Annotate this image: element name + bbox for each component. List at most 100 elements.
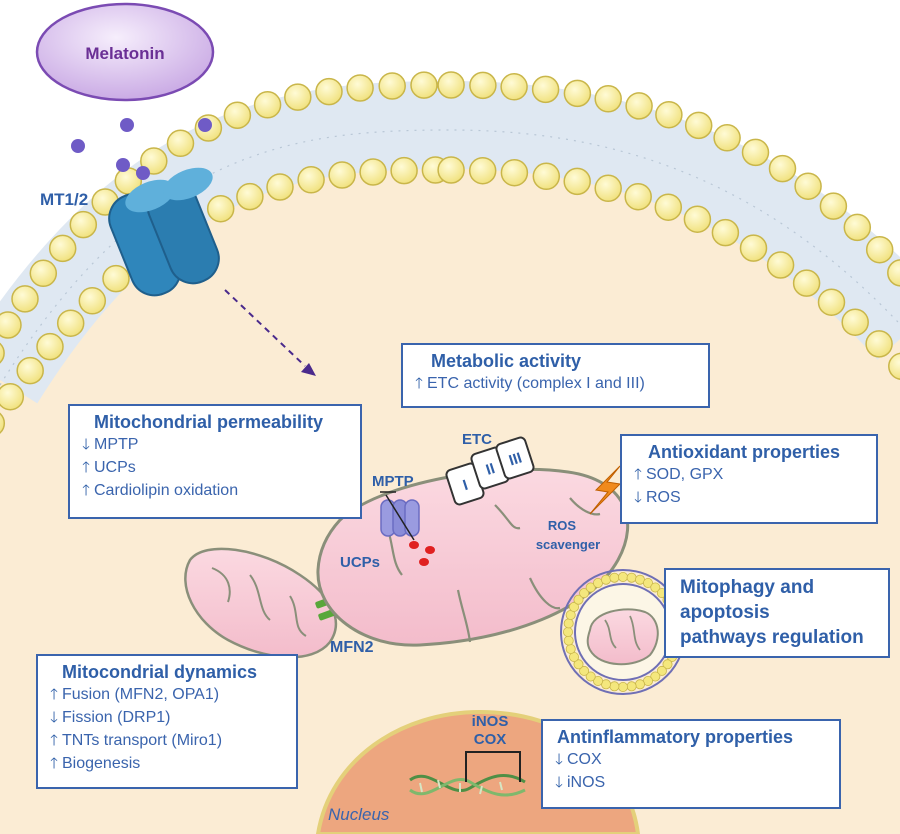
antioxidant-title: Antioxidant properties [648,442,841,462]
permeability-item-3: 🡑 Cardiolipin oxidation [80,479,350,502]
phospholipid-head [36,332,64,361]
phospholipid-head [16,356,44,385]
phospholipid-head [741,138,770,167]
cox-gene-label: COX [474,731,507,748]
permeability-item-2: 🡑 UCPs [80,456,350,479]
phospholipid-head [56,309,85,337]
down-arrow-icon: 🡓 [634,489,642,506]
vesicle-dot [569,602,580,613]
phospholipid-head [29,259,58,288]
phospholipid-head [865,330,893,358]
phospholipid-head [0,311,22,339]
metabolic-activity-title: Metabolic activity [431,351,582,371]
phospholipid-head [469,71,497,100]
melatonin-molecules [71,118,212,180]
vesicle-dot [573,594,584,605]
ros-scavenger-label-2: scavenger [536,537,600,552]
mfn2-label: MFN2 [330,639,374,656]
antioxidant-box: Antioxidant properties 🡑 SOD, GPX 🡓 ROS [620,434,878,524]
up-arrow-icon: 🡑 [82,459,90,476]
down-arrow-icon: 🡓 [82,436,90,453]
mitophagy-box: Mitophagy and apoptosis pathways regulat… [664,568,890,658]
phospholipid-head [624,182,652,211]
mptp-channel [380,491,420,541]
dynamics-item-1-text: Fusion (MFN2, OPA1) [62,686,220,703]
phospholipid-head [253,91,282,119]
gene-bracket [465,751,521,782]
metabolic-item-1: 🡑 ETC activity (complex I and III) [413,372,698,395]
phospholipid-head [378,72,406,100]
dynamics-item-4-text: Biogenesis [62,755,141,772]
phospholipid-head [739,234,768,262]
vesicle-dot [626,681,637,692]
phospholipid-head [328,161,356,189]
vesicle-dot [579,588,590,599]
vesicle-dot [563,618,574,629]
phospholipid-head [0,382,25,411]
phospholipid-head [684,111,713,140]
phospholipid-head [390,156,418,185]
phospholipid-head [11,285,39,313]
vesicle-dot [662,659,673,670]
mitophagy-title-line-2: apoptosis [680,602,770,623]
dynamics-title: Mitocondrial dynamics [62,662,258,682]
complex-3-label: III [507,449,524,469]
antiinflammatory-item-2: 🡓 iNOS [553,771,829,794]
up-arrow-icon: 🡑 [50,755,58,772]
phospholipid-head [563,167,591,196]
up-arrow-icon: 🡑 [82,482,90,499]
permeability-title: Mitochondrial permeability [94,412,324,432]
vesicle-dot [609,681,620,692]
mitophagy-title-line-1: Mitophagy and [680,577,815,598]
vesicle-dot [579,665,590,676]
vesicle-dot [626,572,637,583]
permeability-item-2-text: UCPs [94,459,136,476]
vesicle-dot [563,635,574,646]
phospholipid-head [563,79,592,108]
phospholipid-head [284,83,312,111]
phospholipid-head [711,218,740,247]
vesicle-dot [565,644,576,655]
down-arrow-icon: 🡓 [50,709,58,726]
phospholipid-head [78,287,107,315]
phospholipid-head [0,342,5,364]
phospholipid-head [346,74,374,102]
phospholipid-head [102,264,130,293]
phospholipid-head [468,156,497,185]
dynamics-item-1: 🡑 Fusion (MFN2, OPA1) [48,683,286,706]
phospholipid-head [654,193,683,221]
vesicle-dot [618,572,629,583]
metabolic-item-1-text: ETC activity (complex I and III) [427,375,645,392]
vesicle-dot [650,582,661,593]
mptp-label: MPTP [372,473,414,490]
phospholipid-head [69,210,98,239]
phospholipid-head [841,308,869,336]
phospholipid-head [713,124,741,152]
antioxidant-item-2-text: ROS [646,489,681,506]
antiinflammatory-item-2-text: iNOS [567,774,606,791]
phospholipid-head [683,205,712,233]
phospholipid-head [594,174,622,203]
phospholipid-head [500,158,529,187]
antioxidant-item-1: 🡑 SOD, GPX [632,463,866,486]
phospholipid-head [531,75,560,104]
phospholipid-head [532,162,561,191]
mt-receptor [108,167,220,297]
mitochondrion-small [184,547,338,659]
phospholipid-head [0,412,6,434]
up-arrow-icon: 🡑 [415,375,423,392]
phospholipid-head [887,259,900,287]
melatonin-ellipse [35,2,215,102]
up-arrow-icon: 🡑 [50,686,58,703]
phospholipid-head [48,234,77,263]
dynamics-box: Mitocondrial dynamics 🡑 Fusion (MFN2, OPA… [36,654,298,789]
phospholipid-head [655,100,683,129]
phospholipid-head [888,352,900,380]
down-arrow-icon: 🡓 [555,774,563,791]
phospholipid-head [315,77,343,106]
signal-arrowhead [301,363,316,376]
vesicle-dot [635,679,646,690]
lightning-bolt-icon [589,465,622,515]
vesicle-dot [643,578,654,589]
